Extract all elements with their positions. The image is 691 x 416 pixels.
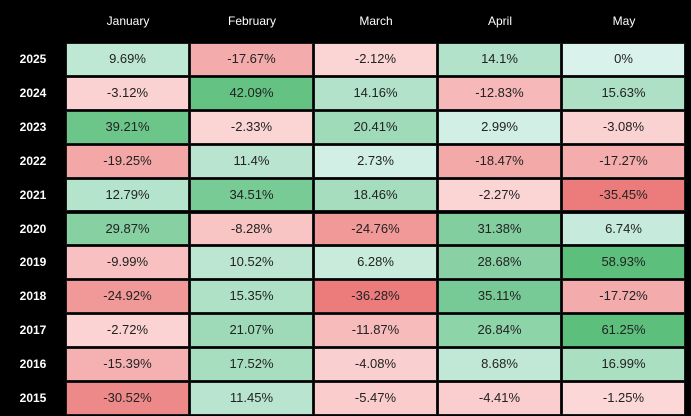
heatmap-cell: -2.27% (438, 178, 561, 212)
heatmap-cell: -2.33% (190, 110, 313, 144)
row-label-2019: 2019 (19, 255, 47, 270)
heatmap-cell: -15.39% (66, 348, 189, 381)
row-label-2021: 2021 (19, 187, 47, 202)
heatmap-cell: -30.52% (66, 382, 189, 415)
column-header-march: March (359, 14, 393, 28)
column-header-january: January (106, 14, 150, 28)
heatmap-cell: 15.63% (562, 76, 685, 110)
heatmap-cell: -36.28% (314, 280, 437, 314)
row-label-2015: 2015 (19, 391, 47, 405)
column-header-april: April (487, 14, 512, 28)
heatmap-cell: 12.79% (66, 178, 189, 212)
heatmap-cell: -4.41% (438, 382, 561, 415)
heatmap-cell: 39.21% (66, 110, 189, 144)
heatmap-cell: -35.45% (562, 178, 685, 212)
heatmap-cell: -19.25% (66, 144, 189, 178)
row-label-2018: 2018 (19, 289, 47, 304)
heatmap-cell: -2.72% (66, 314, 189, 348)
heatmap-cell: 14.1% (438, 43, 561, 76)
heatmap-cell: -17.72% (562, 280, 685, 314)
heatmap-cell: 11.4% (190, 144, 313, 178)
heatmap-cell: 6.28% (314, 246, 437, 280)
heatmap-cell: 61.25% (562, 314, 685, 348)
heatmap-cell: -4.08% (314, 348, 437, 381)
heatmap-cell: 0% (562, 43, 685, 76)
heatmap-cell: 21.07% (190, 314, 313, 348)
row-label-2022: 2022 (19, 153, 47, 168)
heatmap-cell: 2.99% (438, 110, 561, 144)
heatmap-cell: -24.92% (66, 280, 189, 314)
heatmap-cell: 2.73% (314, 144, 437, 178)
heatmap-cell: 6.74% (562, 212, 685, 246)
heatmap-cell: -5.47% (314, 382, 437, 415)
column-header-may: May (612, 14, 636, 28)
heatmap-cell: 42.09% (190, 76, 313, 110)
row-label-2020: 2020 (19, 221, 47, 236)
heatmap-cell: -8.28% (190, 212, 313, 246)
heatmap-cell: 58.93% (562, 246, 685, 280)
heatmap-cell: -18.47% (438, 144, 561, 178)
heatmap-cell: -1.25% (562, 382, 685, 415)
heatmap-cell: 15.35% (190, 280, 313, 314)
heatmap-cell: -3.12% (66, 76, 189, 110)
heatmap-cell: 11.45% (190, 382, 313, 415)
heatmap-cell: 29.87% (66, 212, 189, 246)
heatmap-cell: 9.69% (66, 43, 189, 76)
row-label-2024: 2024 (19, 85, 47, 100)
column-header-february: February (227, 14, 277, 28)
heatmap-cell: 17.52% (190, 348, 313, 381)
heatmap-cell: 20.41% (314, 110, 437, 144)
heatmap-cell: 16.99% (562, 348, 685, 381)
row-label-2023: 2023 (19, 119, 47, 134)
row-label-2025: 2025 (19, 52, 47, 66)
heatmap-cell: -9.99% (66, 246, 189, 280)
heatmap-cell: -24.76% (314, 212, 437, 246)
heatmap-cell: 35.11% (438, 280, 561, 314)
heatmap-cell: 18.46% (314, 178, 437, 212)
row-label-2016: 2016 (19, 357, 47, 372)
heatmap-cell: -17.27% (562, 144, 685, 178)
heatmap-cell: 28.68% (438, 246, 561, 280)
heatmap-cell: 34.51% (190, 178, 313, 212)
heatmap-cell: 8.68% (438, 348, 561, 381)
heatmap-cell: -2.12% (314, 43, 437, 76)
heatmap-cell: 10.52% (190, 246, 313, 280)
row-label-2017: 2017 (19, 323, 47, 338)
heatmap-cell: 26.84% (438, 314, 561, 348)
heatmap-cell: -12.83% (438, 76, 561, 110)
heatmap-cell: 31.38% (438, 212, 561, 246)
heatmap-cell: -17.67% (190, 43, 313, 76)
heatmap-cell: 14.16% (314, 76, 437, 110)
heatmap-cell: -3.08% (562, 110, 685, 144)
heatmap-cell: -11.87% (314, 314, 437, 348)
